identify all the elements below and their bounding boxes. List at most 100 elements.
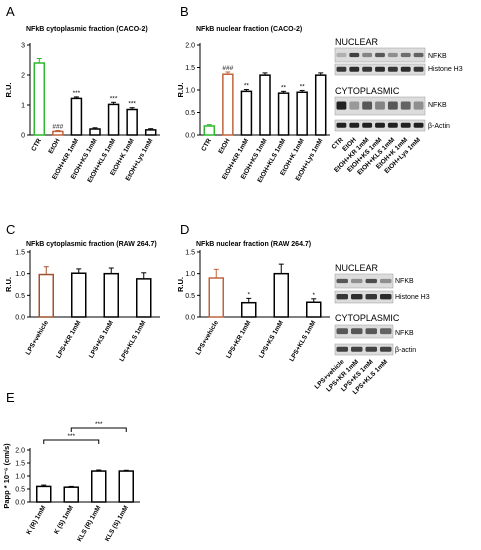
blot-b-nuclear-h3-band (400, 66, 411, 72)
category-label: CTR (200, 137, 213, 152)
blot-d-nuclear-h3-band (365, 294, 377, 300)
category-label: LPS+KS 1mM (258, 320, 285, 360)
blot-b-nuclear-nfkb-band (387, 52, 398, 58)
blot-b-cyto-actin-band (413, 122, 424, 128)
significance-label: ### (222, 65, 233, 72)
blot-b-cyto-actin-band (349, 122, 360, 128)
blot-d-nuclear-h3-background (334, 290, 394, 304)
y-tick-label: 2 (21, 73, 25, 80)
bar (144, 129, 157, 136)
blot-b-nuclear-nfkb-band (362, 52, 373, 58)
y-tick-label: 1.5 (185, 250, 195, 257)
blot-b-nuclear-h3-band (336, 66, 347, 72)
chart-d: NFkB nuclear fraction (RAW 264.7) 0.0 0.5 1… (176, 241, 330, 363)
significance-label: * (247, 291, 250, 298)
category-label: CTR (30, 137, 43, 152)
significance-label: *** (128, 101, 136, 108)
y-axis-label: R.U. (4, 277, 13, 292)
blot-d-cyto-actin-band (365, 346, 377, 352)
y-tick-label: 1.0 (15, 271, 25, 278)
blot-b-nuclear-h3-band (362, 66, 373, 72)
bar (277, 92, 290, 136)
panel-letter-d: D (180, 222, 189, 237)
significance-label: ** (281, 84, 287, 91)
blot-d-cyto-label-1: NFKB (395, 330, 414, 337)
blot-d-nuclear-label-2: Histone H3 (395, 294, 430, 301)
blot-d-cyto-actin-band (336, 346, 348, 352)
blot-b-cyto-nfkb-band (413, 101, 424, 110)
y-tick-label: 1.5 (15, 461, 25, 468)
bar (136, 278, 152, 318)
blot-b-cyto-label-2: β-Actin (428, 123, 450, 130)
y-tick-label: 0.5 (15, 487, 25, 494)
category-label: KLS (S) 1mM (104, 505, 130, 543)
blot-d-nuclear-nfkb-band (351, 278, 363, 284)
significance-label: * (312, 292, 315, 299)
category-label: EtOH (47, 137, 61, 155)
y-tick-label: 0.5 (185, 110, 195, 117)
bracket-label: *** (95, 421, 103, 428)
bar (314, 74, 327, 136)
blot-b-cyto-nfkb-band (387, 101, 398, 110)
blot-d-nuclear-h3-band (336, 294, 348, 300)
blot-d-cyto-label-2: β-actin (395, 347, 416, 354)
y-tick-label: 0.0 (15, 500, 25, 507)
bar (273, 272, 289, 318)
panel-letter-e: E (6, 390, 15, 405)
chart-c: NFkB cytoplasmic fraction (RAW 264.7) 0.0… (4, 241, 160, 363)
category-label: K (R) 1mM (25, 505, 47, 536)
blot-b-cyto-nfkb-band (375, 101, 385, 110)
chart-e: 0.0 0.5 1.0 1.5 2.0 Papp * 10⁻⁶ (cm/s) K (R) 1… (2, 421, 140, 543)
y-tick-label: 1.0 (185, 88, 195, 95)
bar (240, 90, 253, 136)
y-tick-label: 0.0 (185, 133, 195, 140)
bar (259, 74, 271, 136)
y-tick-label: 1.0 (15, 474, 25, 481)
bar (296, 91, 308, 136)
blot-b-cyto-actin-band (400, 122, 411, 128)
blot-b-nuclear-h3-band (387, 66, 398, 72)
significance-label: *** (110, 95, 118, 102)
blot-d-nuclear-h3-band (351, 294, 363, 300)
y-tick-label: 0 (21, 133, 25, 140)
blot-b-cyto-actin-band (336, 122, 347, 128)
blot-d-cyto-nfkb-band (336, 328, 348, 335)
blot-b-cyto-nfkb-band (362, 101, 373, 110)
y-tick-label: 1.0 (185, 271, 195, 278)
bar (126, 108, 138, 136)
bar (70, 97, 83, 136)
blot-b-nuclear-nfkb-band (375, 52, 385, 58)
category-label: LPS+KR 1mM (225, 320, 252, 360)
blot-b-nuclear-nfkb-band (349, 52, 360, 58)
category-label: LPS+KR 1mM (55, 320, 82, 360)
blot-b-nuclear-label-2: Histone H3 (428, 66, 463, 73)
bar (63, 486, 79, 503)
bar (38, 273, 54, 318)
blot-b-nuclear-nfkb-band (413, 52, 424, 58)
blot-b-cyto-title: CYTOPLASMIC (335, 86, 400, 96)
chart-title: NFkB nuclear fraction (RAW 264.7) (196, 241, 311, 248)
blot-b-nuclear-nfkb-band (336, 52, 347, 58)
significance-label: *** (73, 90, 81, 97)
category-label: KLS (R) 1mM (76, 505, 102, 544)
blot-d-nuclear-nfkb-background (334, 273, 394, 289)
blot-d-nuclear-label-1: NFKB (395, 278, 414, 285)
bar (91, 470, 107, 503)
bar (208, 277, 224, 318)
blot-b-cyto-label-1: NFKB (428, 102, 447, 109)
bar (71, 272, 87, 318)
blot-d-cyto-nfkb-band (380, 328, 392, 335)
y-tick-label: 0.0 (15, 315, 25, 322)
y-axis-label: R.U. (176, 83, 185, 98)
category-label: LPS+KLS 1mM (288, 320, 317, 363)
significance-label: ** (300, 83, 306, 90)
blot-b-nuclear-nfkb-band (400, 52, 411, 58)
blot-b-nuclear-label-1: NFKB (428, 53, 447, 60)
y-tick-label: 0.5 (15, 293, 25, 300)
category-label: K (S) 1mM (53, 505, 75, 536)
blot-d-cyto-actin-band (351, 346, 363, 352)
category-label: LPS+KLS 1mM (118, 320, 147, 363)
blot-b-cyto-actin-band (375, 122, 385, 128)
y-tick-label: 1 (21, 103, 25, 110)
